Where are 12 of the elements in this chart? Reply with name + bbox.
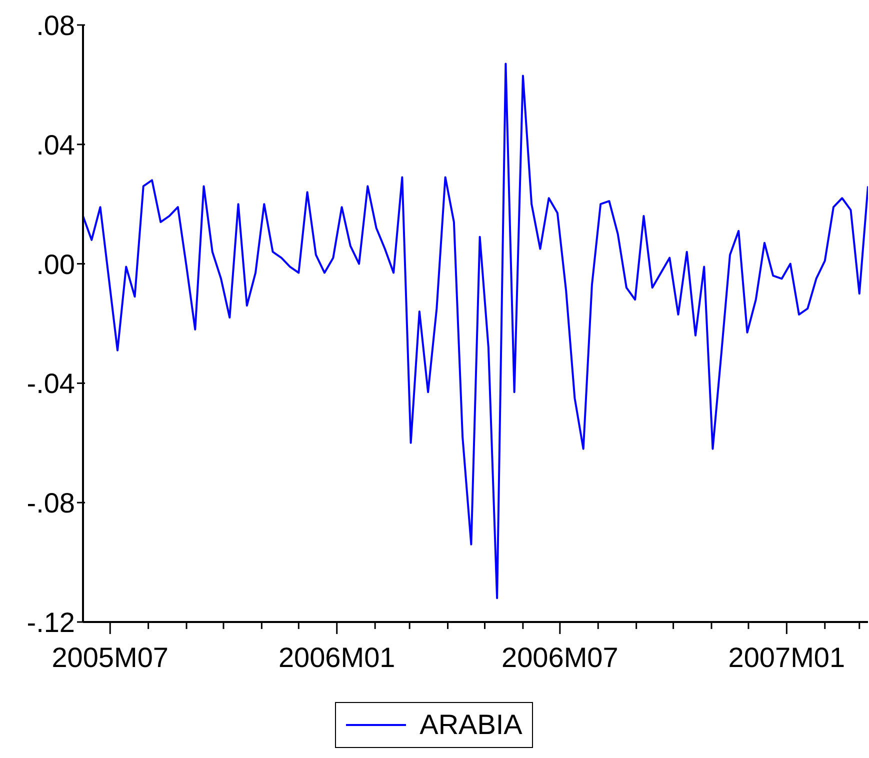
y-tick-label: -.04 [26, 368, 75, 400]
y-tick-label: .08 [36, 10, 75, 41]
x-tick-label: 2006M07 [502, 642, 618, 673]
line-series [83, 62, 868, 600]
x-tick-label: 2007M01 [728, 642, 846, 673]
x-tick-label: 2006M01 [278, 642, 396, 673]
x-tick-label: 2005M07 [52, 642, 168, 673]
y-tick-label: .00 [36, 248, 75, 280]
legend-label: ARABIA [420, 709, 522, 741]
y-tick-label: -.08 [26, 488, 75, 519]
y-tick-label: -.12 [26, 607, 75, 638]
y-tick-label: .04 [36, 129, 75, 160]
